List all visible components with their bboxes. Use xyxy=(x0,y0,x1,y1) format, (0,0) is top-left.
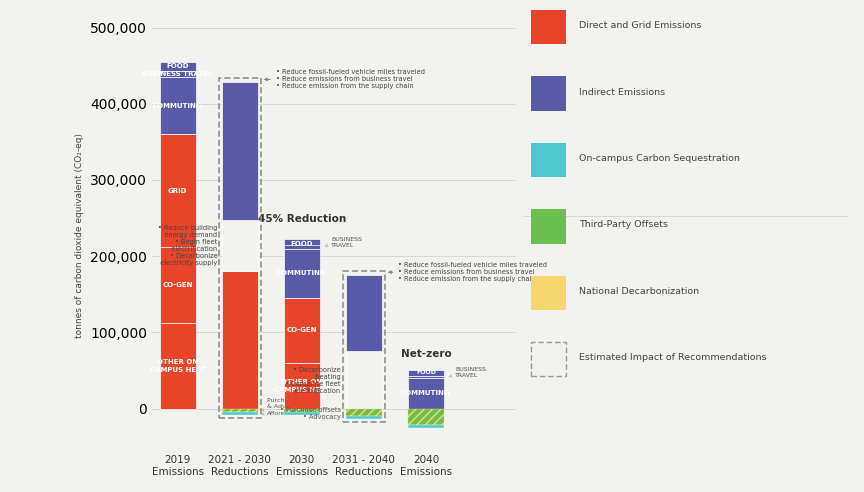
Text: COMMUTING: COMMUTING xyxy=(277,270,327,277)
Text: FOOD: FOOD xyxy=(167,63,189,69)
Bar xyxy=(408,409,444,426)
Text: National Decarbonization: National Decarbonization xyxy=(579,287,699,296)
Bar xyxy=(346,416,382,419)
Bar xyxy=(346,351,382,409)
Text: CO-GEN: CO-GEN xyxy=(162,282,193,288)
Bar xyxy=(346,275,382,351)
Text: CO-GEN: CO-GEN xyxy=(287,328,317,334)
Bar xyxy=(222,83,257,219)
Text: OTHER ON
CAMPUS HEAT: OTHER ON CAMPUS HEAT xyxy=(149,359,206,372)
Bar xyxy=(160,323,196,409)
Text: Estimated Impact of Recommendations: Estimated Impact of Recommendations xyxy=(579,353,766,362)
Text: Net-zero: Net-zero xyxy=(401,349,451,359)
Text: 45% Reduction: 45% Reduction xyxy=(257,214,346,224)
Text: • Reduce fossil-fueled vehicle miles traveled
• Reduce emissions from business t: • Reduce fossil-fueled vehicle miles tra… xyxy=(265,69,425,90)
Text: Indirect Emissions: Indirect Emissions xyxy=(579,88,665,96)
Text: FOOD: FOOD xyxy=(290,241,313,246)
Bar xyxy=(343,271,385,422)
Bar xyxy=(160,134,196,247)
Bar xyxy=(283,298,320,363)
Text: FOOD: FOOD xyxy=(416,370,436,375)
Text: BUSINESS
TRAVEL: BUSINESS TRAVEL xyxy=(449,367,486,378)
Bar xyxy=(222,412,257,415)
Bar xyxy=(283,412,320,415)
Bar xyxy=(408,378,444,409)
Text: Third-Party Offsets: Third-Party Offsets xyxy=(579,220,668,229)
Text: BUSINESS
TRAVEL: BUSINESS TRAVEL xyxy=(326,237,362,247)
Text: • Reduce building
  energy demand
• Begin fleet
  electrification
• Decarbonize
: • Reduce building energy demand • Begin … xyxy=(156,225,218,266)
Text: GRID: GRID xyxy=(168,187,187,194)
Bar xyxy=(160,247,196,323)
Text: COMMUTING: COMMUTING xyxy=(153,103,202,109)
Text: • Reduce fossil-fueled vehicle miles traveled
• Reduce emissions from business t: • Reduce fossil-fueled vehicle miles tra… xyxy=(389,262,548,282)
Bar xyxy=(160,77,196,134)
Bar xyxy=(283,245,320,248)
Bar xyxy=(222,272,257,409)
Bar xyxy=(408,376,444,378)
Text: Direct and Grid Emissions: Direct and Grid Emissions xyxy=(579,21,702,30)
Bar xyxy=(160,71,196,77)
Bar xyxy=(408,370,444,376)
Bar xyxy=(222,219,257,272)
Bar xyxy=(408,426,444,429)
Bar xyxy=(160,62,196,71)
Bar xyxy=(283,248,320,298)
Bar xyxy=(283,239,320,248)
Text: • Decarbonize
  heating
• Complete fleet
  electrification: • Decarbonize heating • Complete fleet e… xyxy=(285,367,340,394)
Bar xyxy=(219,78,261,418)
Text: COMMUTING: COMMUTING xyxy=(401,390,451,397)
Text: • Purchase offsets
• Advocacy: • Purchase offsets • Advocacy xyxy=(280,407,340,421)
Text: On-campus Carbon Sequestration: On-campus Carbon Sequestration xyxy=(579,154,740,163)
Text: OTHER ON
CAMPUS HEAT: OTHER ON CAMPUS HEAT xyxy=(274,379,330,393)
Y-axis label: tonnes of carbon dioxide equivalent (CO₂-eq): tonnes of carbon dioxide equivalent (CO₂… xyxy=(75,133,85,338)
Bar xyxy=(283,363,320,409)
Bar xyxy=(346,409,382,416)
Bar xyxy=(283,409,320,412)
Text: BUSINESS TRAVEL: BUSINESS TRAVEL xyxy=(143,71,213,77)
Bar xyxy=(222,409,257,412)
Text: Purchase offsets
& Advocacy: Purchase offsets & Advocacy xyxy=(262,399,319,411)
Text: Afforestation: Afforestation xyxy=(262,411,308,417)
